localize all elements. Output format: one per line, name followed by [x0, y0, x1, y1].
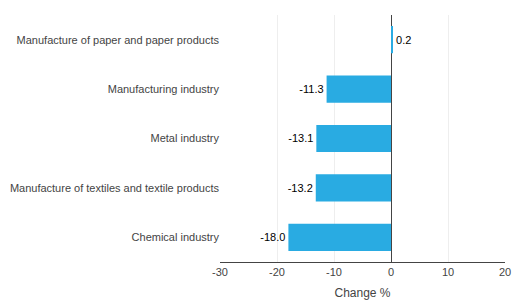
svg-text:20: 20: [499, 266, 511, 278]
svg-text:Metal industry: Metal industry: [151, 132, 220, 144]
svg-text:-18.0: -18.0: [260, 231, 285, 243]
svg-text:-13.2: -13.2: [288, 182, 313, 194]
svg-text:0.2: 0.2: [396, 34, 411, 46]
svg-text:Manufacturing industry: Manufacturing industry: [108, 83, 220, 95]
svg-text:Chemical industry: Chemical industry: [132, 231, 220, 243]
svg-text:-13.1: -13.1: [288, 132, 313, 144]
svg-text:Manufacture of paper and paper: Manufacture of paper and paper products: [17, 34, 220, 46]
svg-text:-20: -20: [269, 266, 285, 278]
svg-text:-11.3: -11.3: [299, 83, 323, 95]
svg-text:Change %: Change %: [334, 286, 390, 300]
svg-text:-30: -30: [212, 266, 228, 278]
svg-text:Manufacture of textiles and te: Manufacture of textiles and textile prod…: [10, 182, 220, 194]
svg-text:-10: -10: [326, 266, 342, 278]
svg-text:0: 0: [388, 266, 394, 278]
svg-text:10: 10: [442, 266, 454, 278]
